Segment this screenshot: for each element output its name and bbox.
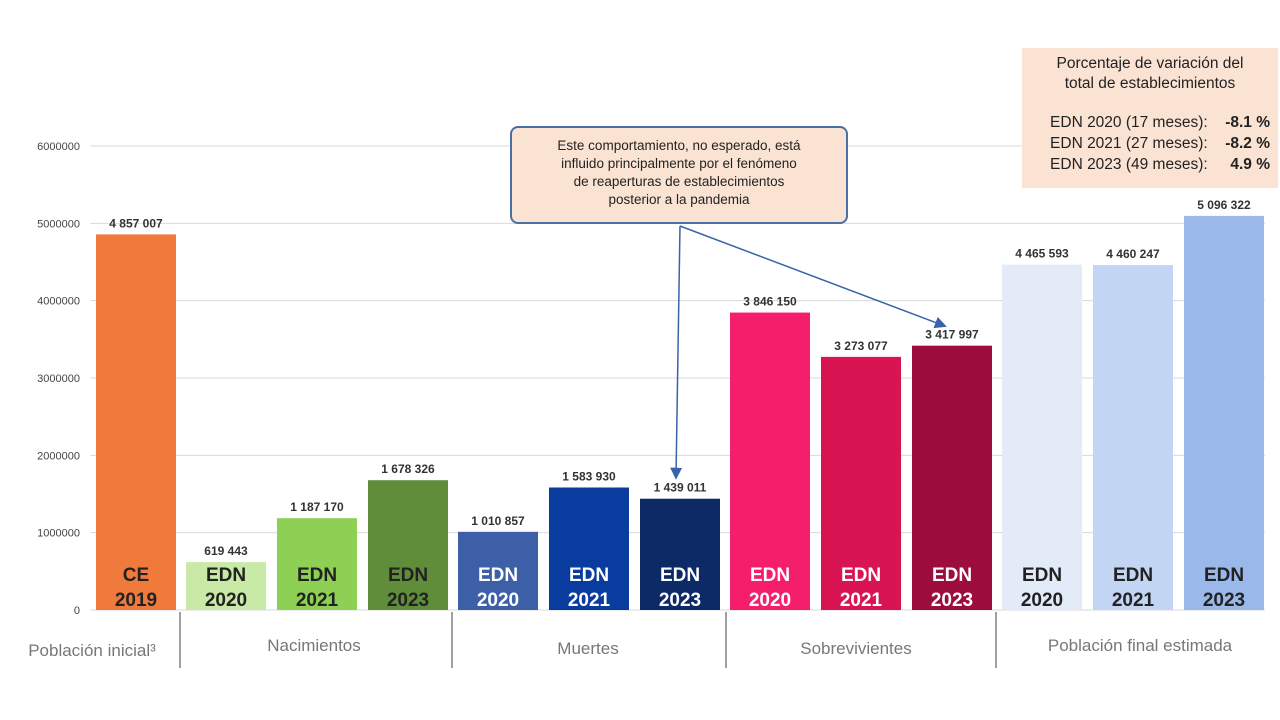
variation-row: EDN 2020 (17 meses): -8.1 % xyxy=(1028,112,1272,133)
annotation-callout: Este comportamiento, no esperado, está i… xyxy=(510,126,848,224)
bar xyxy=(1002,264,1082,610)
y-tick-label: 0 xyxy=(74,605,80,617)
bar-label-line2: 2020 xyxy=(477,590,519,611)
bar-label-line2: 2021 xyxy=(568,590,611,611)
variation-row: EDN 2021 (27 meses): -8.2 % xyxy=(1028,133,1272,154)
bar-label-line1: EDN xyxy=(932,565,972,586)
y-tick-label: 4000000 xyxy=(37,296,80,308)
bar-label-line2: 2023 xyxy=(659,590,701,611)
group-label: Población final estimada xyxy=(1048,636,1233,655)
variation-title-line: Porcentaje de variación del xyxy=(1056,55,1244,72)
bar xyxy=(730,312,810,610)
bar xyxy=(277,518,357,610)
group-label: Población inicial³ xyxy=(28,641,156,660)
bar-label-line1: EDN xyxy=(297,565,337,586)
bar xyxy=(1184,215,1264,610)
bar-label-line2: 2021 xyxy=(840,590,883,611)
bar xyxy=(1093,265,1173,610)
bar-label-line2: 2020 xyxy=(1021,590,1063,611)
group-label: Sobrevivientes xyxy=(800,639,912,658)
bar xyxy=(640,498,720,610)
data-label: 619 443 xyxy=(204,544,248,558)
callout-line: influido principalmente por el fenómeno xyxy=(561,156,797,171)
data-label: 1 010 857 xyxy=(471,514,525,528)
bar-label-line1: CE xyxy=(123,565,149,586)
bar xyxy=(368,480,448,610)
bar-label-line1: EDN xyxy=(750,565,790,586)
bar-label-line1: EDN xyxy=(478,565,518,586)
variation-row-label: EDN 2023 (49 meses): xyxy=(1050,156,1208,173)
callout-line: Este comportamiento, no esperado, está xyxy=(557,138,801,153)
variation-row-label: EDN 2021 (27 meses): xyxy=(1050,135,1208,152)
bar xyxy=(912,345,992,610)
callout-line: posterior a la pandemia xyxy=(608,192,750,207)
bar-label-line1: EDN xyxy=(388,565,428,586)
bar xyxy=(549,487,629,610)
bar-label-line2: 2023 xyxy=(387,590,429,611)
y-tick-label: 2000000 xyxy=(37,450,80,462)
data-label: 1 187 170 xyxy=(290,500,344,514)
bar-label-line2: 2023 xyxy=(931,590,973,611)
variation-row-value: -8.2 % xyxy=(1225,135,1270,152)
bar xyxy=(186,562,266,610)
callout-arrow xyxy=(670,225,683,480)
bar-label-line1: EDN xyxy=(206,565,246,586)
data-label: 3 846 150 xyxy=(743,295,797,309)
bar-label-line1: EDN xyxy=(660,565,700,586)
variation-row-label: EDN 2020 (17 meses): xyxy=(1050,114,1208,131)
data-label: 1 583 930 xyxy=(562,470,616,484)
data-label: 5 096 322 xyxy=(1197,198,1251,212)
data-label: 1 678 326 xyxy=(381,462,435,476)
data-label: 4 460 247 xyxy=(1106,247,1160,261)
bar-label-line1: EDN xyxy=(841,565,881,586)
bar xyxy=(821,356,901,610)
callout-line: de reaperturas de establecimientos xyxy=(573,174,785,189)
bar-label-line2: 2020 xyxy=(749,590,791,611)
bar-label-line2: 2021 xyxy=(296,590,339,611)
bar-label-line2: 2020 xyxy=(205,590,247,611)
data-label: 4 465 593 xyxy=(1015,247,1069,261)
bar-label-line1: EDN xyxy=(569,565,609,586)
variation-row-value: -8.1 % xyxy=(1225,114,1270,131)
variation-title-line: total de establecimientos xyxy=(1064,75,1236,92)
variation-title: Porcentaje de variación del total de est… xyxy=(1028,54,1272,94)
group-label: Nacimientos xyxy=(267,636,361,655)
variation-row-value: 4.9 % xyxy=(1230,156,1270,173)
bar-label-line1: EDN xyxy=(1113,565,1153,586)
bar-label-line1: EDN xyxy=(1204,565,1244,586)
data-label: 4 857 007 xyxy=(109,216,163,230)
data-label: 3 273 077 xyxy=(834,339,888,353)
callout-arrow xyxy=(679,225,947,329)
y-tick-label: 1000000 xyxy=(37,528,80,540)
group-label: Muertes xyxy=(557,639,618,658)
y-tick-label: 6000000 xyxy=(37,141,80,153)
variation-box: Porcentaje de variación del total de est… xyxy=(1022,48,1278,188)
bar-label-line2: 2023 xyxy=(1203,590,1245,611)
bar-label-line1: EDN xyxy=(1022,565,1062,586)
data-label: 1 439 011 xyxy=(654,481,707,495)
bar xyxy=(96,234,176,610)
y-tick-label: 3000000 xyxy=(37,373,80,385)
variation-row: EDN 2023 (49 meses): 4.9 % xyxy=(1028,154,1272,175)
bar-label-line2: 2021 xyxy=(1112,590,1155,611)
bar-label-line2: 2019 xyxy=(115,590,157,611)
data-label: 3 417 997 xyxy=(925,328,979,342)
y-tick-label: 5000000 xyxy=(37,218,80,230)
bar xyxy=(458,531,538,610)
